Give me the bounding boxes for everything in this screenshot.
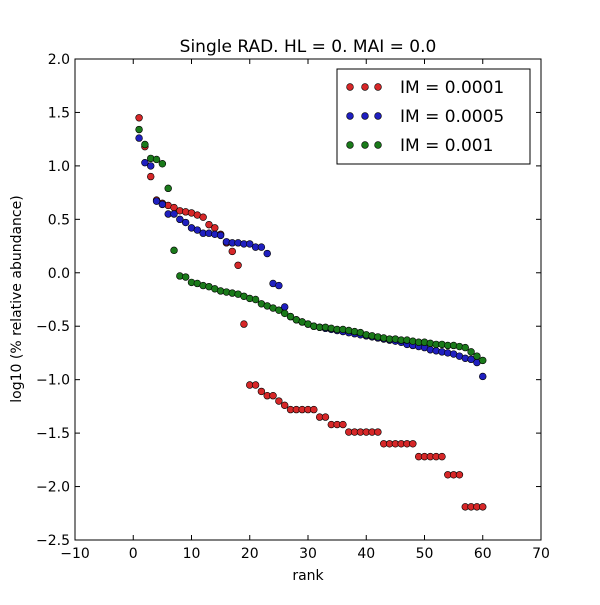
data-point-series-2: [263, 249, 271, 258]
data-point-series-2: [152, 197, 161, 205]
data-point-series-3: [164, 184, 172, 193]
data-point-series-2: [479, 372, 487, 381]
data-point-series-3: [135, 125, 143, 134]
y-tick-label: 0.5: [48, 212, 70, 228]
data-point-series-1: [310, 405, 318, 414]
data-point-series-3: [281, 309, 289, 318]
data-point-series-1: [269, 392, 277, 400]
data-point-series-1: [438, 452, 446, 461]
y-tick-label: −1.0: [36, 373, 70, 389]
data-point-series-1: [409, 440, 417, 448]
legend-entry-label: IM = 0.0005: [400, 107, 504, 127]
data-point-series-2: [193, 226, 202, 234]
data-point-series-2: [216, 231, 225, 240]
legend-marker: [346, 141, 354, 149]
data-point-series-2: [170, 210, 178, 218]
data-point-series-3: [251, 295, 260, 304]
data-point-series-1: [147, 172, 155, 181]
x-tick-label: 0: [129, 546, 138, 562]
data-point-series-1: [228, 247, 236, 256]
data-point-series-1: [321, 413, 330, 421]
data-point-series-2: [158, 200, 167, 209]
data-point-series-3: [152, 155, 161, 164]
data-point-series-2: [257, 243, 266, 251]
data-point-series-3: [461, 343, 469, 352]
legend-box: [336, 68, 531, 165]
data-point-series-1: [135, 114, 143, 122]
y-axis-label: log10 (% relative abundance): [9, 195, 25, 402]
data-point-series-1: [240, 320, 248, 328]
x-tick-label: 60: [474, 546, 492, 562]
data-point-series-3: [275, 306, 283, 314]
legend-marker: [361, 141, 369, 149]
x-tick-label: 50: [416, 546, 434, 562]
data-point-series-1: [281, 401, 289, 410]
legend-entry-label: IM = 0.0001: [400, 78, 504, 98]
data-point-series-1: [455, 471, 464, 479]
legend-entry-label: IM = 0.001: [400, 136, 493, 156]
data-points: [135, 114, 487, 511]
x-tick-label: 70: [532, 546, 550, 562]
x-tick-label: 10: [183, 546, 201, 562]
x-axis-label: rank: [292, 568, 324, 584]
data-point-series-2: [135, 134, 143, 142]
chart-title: Single RAD. HL = 0. MAI = 0.0: [180, 37, 437, 57]
data-point-series-3: [141, 140, 149, 149]
y-tick-label: 2.0: [48, 52, 70, 68]
data-point-series-1: [234, 261, 242, 269]
y-tick-label: −0.5: [36, 319, 70, 335]
data-point-series-1: [205, 220, 213, 229]
y-tick-label: 1.0: [48, 159, 70, 175]
data-point-series-3: [170, 246, 178, 255]
legend-marker: [374, 112, 382, 120]
legend-marker: [346, 83, 354, 91]
data-point-series-3: [158, 160, 167, 168]
legend-marker: [361, 83, 369, 91]
data-point-series-1: [257, 387, 266, 396]
x-tick-label: 20: [241, 546, 259, 562]
data-point-series-1: [211, 224, 219, 232]
x-tick-label: 40: [357, 546, 375, 562]
data-point-series-2: [176, 215, 184, 224]
data-point-series-2: [246, 240, 254, 248]
data-point-series-1: [199, 213, 207, 221]
data-point-series-2: [147, 162, 155, 170]
data-point-series-3: [286, 312, 295, 321]
legend-marker: [374, 141, 382, 149]
x-tick-label: 30: [299, 546, 317, 562]
data-point-series-1: [479, 503, 487, 511]
y-tick-label: −1.5: [36, 426, 70, 442]
data-point-series-3: [479, 356, 487, 365]
data-point-series-3: [181, 273, 190, 281]
data-point-series-1: [339, 420, 347, 429]
data-point-series-2: [467, 355, 475, 364]
x-tick-label: −10: [60, 546, 90, 562]
data-point-series-3: [473, 352, 481, 360]
data-point-series-2: [275, 281, 283, 290]
y-tick-label: −2.5: [36, 533, 70, 549]
y-tick-label: 0.0: [48, 266, 70, 282]
data-point-series-3: [467, 348, 475, 356]
data-point-series-1: [251, 381, 260, 389]
axis-ticks: −10 0 10 20 30 40 50 60 70 −2.5 −2.0 −1.5 −1.0 −0.5 0.…: [36, 52, 550, 562]
legend-marker: [361, 112, 369, 120]
data-point-series-2: [141, 158, 149, 167]
y-tick-label: −2.0: [36, 480, 70, 496]
legend-marker: [346, 112, 354, 120]
legend: IM = 0.0001 IM = 0.0005 IM = 0.001: [336, 68, 531, 165]
data-point-series-2: [181, 218, 190, 227]
legend-marker: [374, 83, 382, 91]
plot-area-frame: [74, 58, 542, 541]
y-tick-label: 1.5: [48, 105, 70, 121]
data-point-series-1: [374, 428, 382, 436]
data-point-series-1: [275, 397, 283, 405]
